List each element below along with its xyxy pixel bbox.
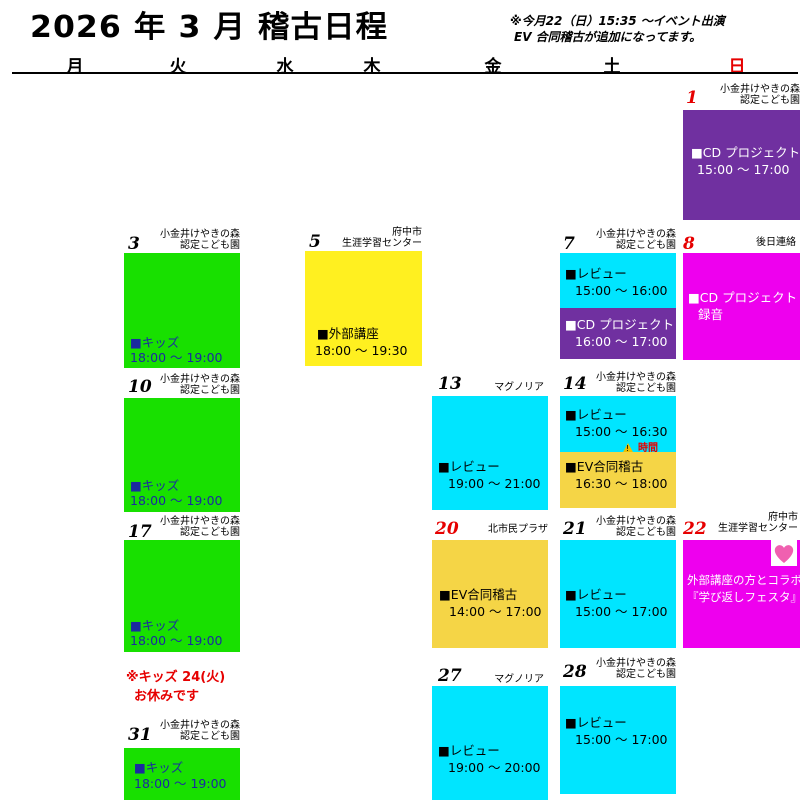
- event-block: ■レビュー 19:00 ～ 20:00: [432, 686, 548, 800]
- event-block: ■レビュー 15:00 ～ 16:30: [560, 396, 676, 452]
- event-block: ■レビュー 19:00 ～ 21:00: [432, 396, 548, 510]
- day-cell-8: 8 後日連絡 ■CD プロジェクト 録音: [683, 229, 800, 360]
- notice-line-2: EV 合同稽古が追加になってます。: [514, 30, 702, 44]
- day-number: 21: [563, 519, 587, 539]
- event-block: ■CD プロジェクト⑨ 15:00 ～ 17:00: [683, 110, 800, 220]
- warning-icon: !: [622, 438, 634, 457]
- day-cell-10: 10 小金井けやきの森 認定こども園 ■キッズ 18:00 ～ 19:00: [124, 374, 240, 512]
- day-number: 8: [683, 234, 695, 254]
- day-number: 1: [686, 88, 698, 108]
- venue-label: 府中市 生涯学習センター: [342, 227, 422, 249]
- day-cell-14: 14 小金井けやきの森 認定こども園 ■レビュー 15:00 ～ 16:30 ! 時…: [560, 372, 676, 508]
- day-cell-17: 17 小金井けやきの森 認定こども園 ■キッズ 18:00 ～ 19:00: [124, 516, 240, 652]
- event-block: ■キッズ 18:00 ～ 19:00: [124, 253, 240, 368]
- venue-label: 小金井けやきの森 認定こども園: [720, 84, 800, 106]
- day-number: 27: [438, 666, 462, 686]
- venue-label: 小金井けやきの森 認定こども園: [160, 229, 240, 251]
- notice-line-1: ※今月22（日）15:35 ～イベント出演: [510, 14, 725, 28]
- venue-label: 北市民プラザ: [488, 524, 548, 535]
- venue-label: 小金井けやきの森 認定こども園: [596, 658, 676, 680]
- event-block: ■CD プロジェクト 録音: [683, 253, 800, 360]
- day-cell-5: 5 府中市 生涯学習センター ■外部講座 18:00 ～ 19:30: [305, 227, 422, 366]
- event-block: ■外部講座 18:00 ～ 19:30: [305, 251, 422, 366]
- day-number: 14: [563, 374, 587, 394]
- venue-label: 後日連絡: [756, 237, 796, 248]
- heart-logo-icon: [771, 540, 797, 566]
- event-block: ■レビュー 15:00 ～ 17:00: [560, 686, 676, 794]
- venue-label: 小金井けやきの森 認定こども園: [596, 516, 676, 538]
- day-cell-1: 1 小金井けやきの森 認定こども園 ■CD プロジェクト⑨ 15:00 ～ 17:0…: [683, 84, 800, 220]
- day-number: 10: [128, 377, 152, 397]
- header-divider: [12, 72, 798, 74]
- day-number: 20: [435, 519, 459, 539]
- day-number: 7: [563, 234, 575, 254]
- event-block-2: ■CD プロジェクト 16:00 ～ 17:00: [560, 308, 676, 359]
- venue-label: 小金井けやきの森 認定こども園: [160, 374, 240, 396]
- day-number: 17: [128, 522, 152, 542]
- day-cell-31: 31 小金井けやきの森 認定こども園 ■キッズ 18:00 ～ 19:00: [124, 720, 240, 800]
- event-block-2: ■EV合同稽古 16:30 ～ 18:00: [560, 452, 676, 508]
- day-number: 5: [309, 232, 321, 252]
- day-cell-20: 20 北市民プラザ ■EV合同稽古 14:00 ～ 17:00: [432, 516, 548, 648]
- day-number: 22: [683, 519, 707, 539]
- event-block: ■キッズ 18:00 ～ 19:00: [124, 398, 240, 512]
- kids-off-note: ※キッズ 24(火) お休みです: [126, 670, 226, 704]
- day-cell-27: 27 マグノリア ■レビュー 19:00 ～ 20:00: [432, 662, 548, 800]
- venue-label: マグノリア: [494, 674, 544, 685]
- day-cell-13: 13 マグノリア ■レビュー 19:00 ～ 21:00: [432, 374, 548, 510]
- day-number: 13: [438, 374, 462, 394]
- venue-label: 小金井けやきの森 認定こども園: [596, 372, 676, 394]
- page-title: 2026 年 3 月 稽古日程: [30, 10, 389, 45]
- day-cell-7: 7 小金井けやきの森 認定こども園 ■レビュー 15:00 ～ 16:00 ■CD …: [560, 229, 676, 359]
- warning-label: 時間: [638, 443, 658, 454]
- day-cell-3: 3 小金井けやきの森 認定こども園 ■キッズ 18:00 ～ 19:00: [124, 229, 240, 368]
- day-cell-28: 28 小金井けやきの森 認定こども園 ■レビュー 15:00 ～ 17:00: [560, 658, 676, 794]
- venue-label: マグノリア: [494, 382, 544, 393]
- event-block: ■EV合同稽古 14:00 ～ 17:00: [432, 540, 548, 648]
- day-number: 31: [128, 725, 152, 745]
- venue-label: 小金井けやきの森 認定こども園: [160, 516, 240, 538]
- venue-label: 府中市 生涯学習センター: [718, 512, 798, 534]
- event-block: ■レビュー 15:00 ～ 16:00: [560, 253, 676, 308]
- day-cell-21: 21 小金井けやきの森 認定こども園 ■レビュー 15:00 ～ 17:00: [560, 516, 676, 648]
- day-number: 28: [563, 662, 587, 682]
- day-cell-22: 22 府中市 生涯学習センター 外部講座の方とコラボ 『学び返しフェスタ』: [683, 512, 800, 648]
- event-block: ■レビュー 15:00 ～ 17:00: [560, 540, 676, 648]
- event-block: ■キッズ 18:00 ～ 19:00: [124, 748, 240, 800]
- venue-label: 小金井けやきの森 認定こども園: [596, 229, 676, 251]
- day-number: 3: [128, 234, 140, 254]
- venue-label: 小金井けやきの森 認定こども園: [160, 720, 240, 742]
- event-block: ■キッズ 18:00 ～ 19:00: [124, 540, 240, 652]
